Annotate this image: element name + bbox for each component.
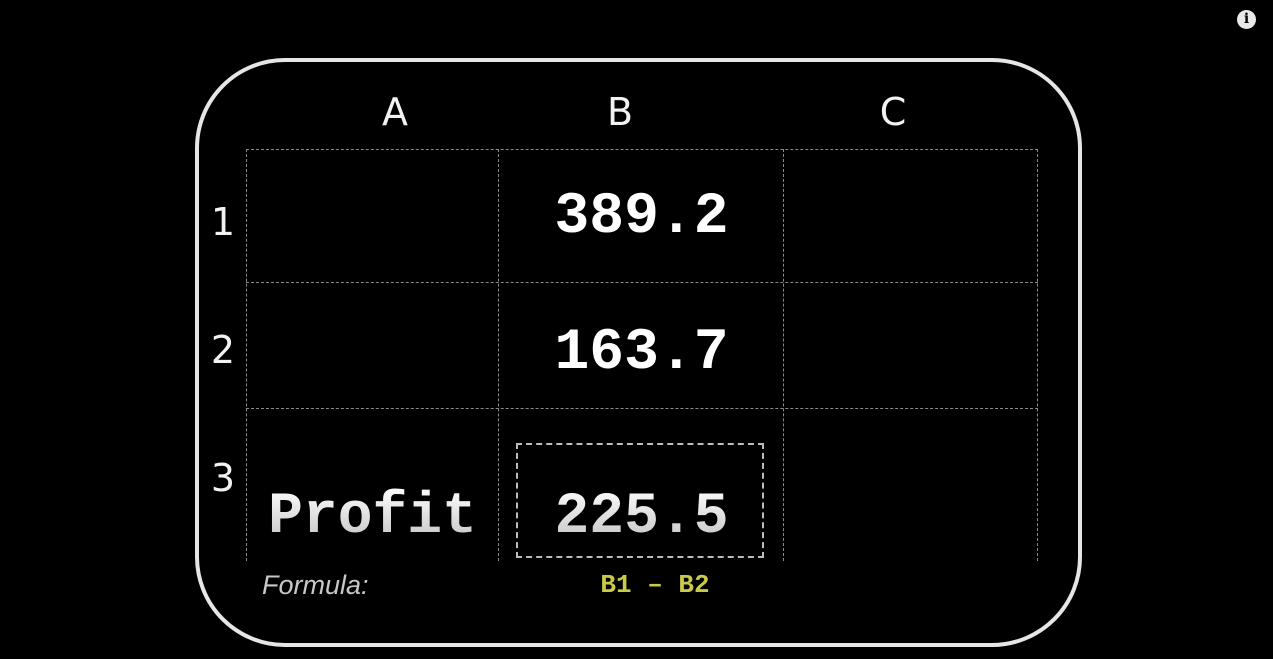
grid-line-horizontal bbox=[246, 408, 1038, 409]
grid-line-horizontal bbox=[246, 149, 1038, 150]
column-header-b: B bbox=[606, 90, 634, 134]
row-header-3: 3 bbox=[210, 456, 236, 500]
column-header-a: A bbox=[382, 90, 408, 134]
grid-line-vertical bbox=[783, 149, 784, 561]
cell-a3[interactable]: Profit bbox=[250, 486, 495, 550]
info-icon[interactable]: i bbox=[1237, 10, 1256, 29]
grid-line-vertical bbox=[1037, 149, 1038, 561]
grid-line-horizontal bbox=[246, 282, 1038, 283]
selected-cell-outline bbox=[516, 443, 764, 558]
cell-b3[interactable]: 225.5 bbox=[499, 486, 784, 550]
row-header-2: 2 bbox=[210, 328, 236, 372]
cell-b1[interactable]: 389.2 bbox=[554, 185, 729, 250]
cell-b2[interactable]: 163.7 bbox=[554, 321, 729, 386]
grid-line-vertical bbox=[498, 149, 499, 561]
spreadsheet-frame bbox=[195, 58, 1082, 647]
column-header-c: C bbox=[879, 90, 907, 134]
grid-line-vertical bbox=[246, 149, 247, 561]
formula-expression: B1 – B2 bbox=[600, 570, 710, 600]
formula-label: Formula: bbox=[262, 570, 369, 600]
row-header-1: 1 bbox=[210, 200, 236, 244]
